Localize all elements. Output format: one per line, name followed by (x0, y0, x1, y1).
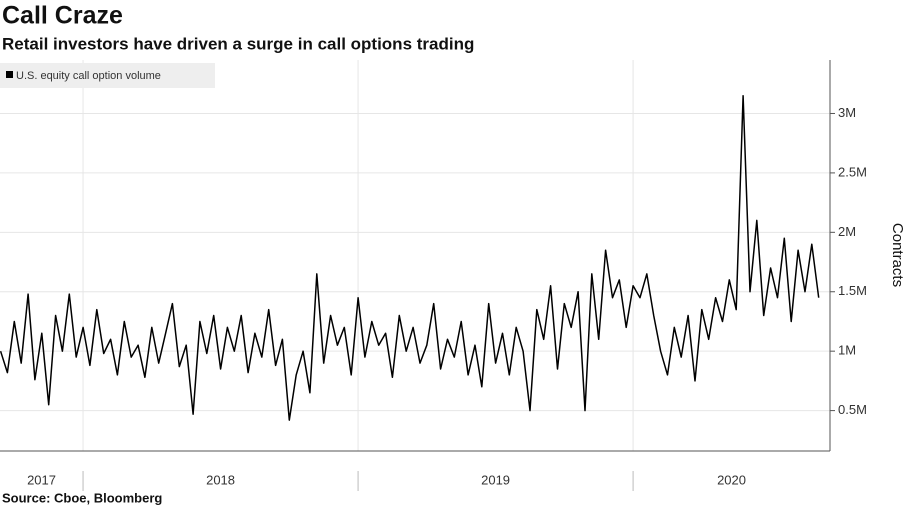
chart-subtitle: Retail investors have driven a surge in … (2, 34, 474, 53)
x-tick-label: 2018 (206, 472, 235, 487)
y-tick-label: 3M (838, 105, 856, 120)
y-tick-label: 2.5M (838, 164, 867, 179)
y-tick-label: 1.5M (838, 283, 867, 298)
y-axis-label: Contracts (889, 223, 906, 287)
x-tick-label: 2019 (481, 472, 510, 487)
x-tick-label: 2020 (717, 472, 746, 487)
chart-title: Call Craze (2, 2, 123, 30)
x-tick-label: 2017 (27, 472, 56, 487)
legend-label: U.S. equity call option volume (16, 70, 161, 82)
legend-swatch (6, 71, 13, 78)
legend-box (0, 63, 215, 88)
y-tick-label: 1M (838, 343, 856, 358)
y-tick-label: 0.5M (838, 402, 867, 417)
source: Source: Cboe, Bloomberg (2, 490, 162, 505)
y-tick-label: 2M (838, 224, 856, 239)
line (0, 94, 820, 421)
